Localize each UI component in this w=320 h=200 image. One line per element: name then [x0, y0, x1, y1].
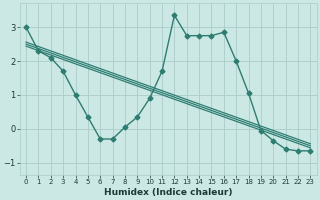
X-axis label: Humidex (Indice chaleur): Humidex (Indice chaleur)	[104, 188, 232, 197]
